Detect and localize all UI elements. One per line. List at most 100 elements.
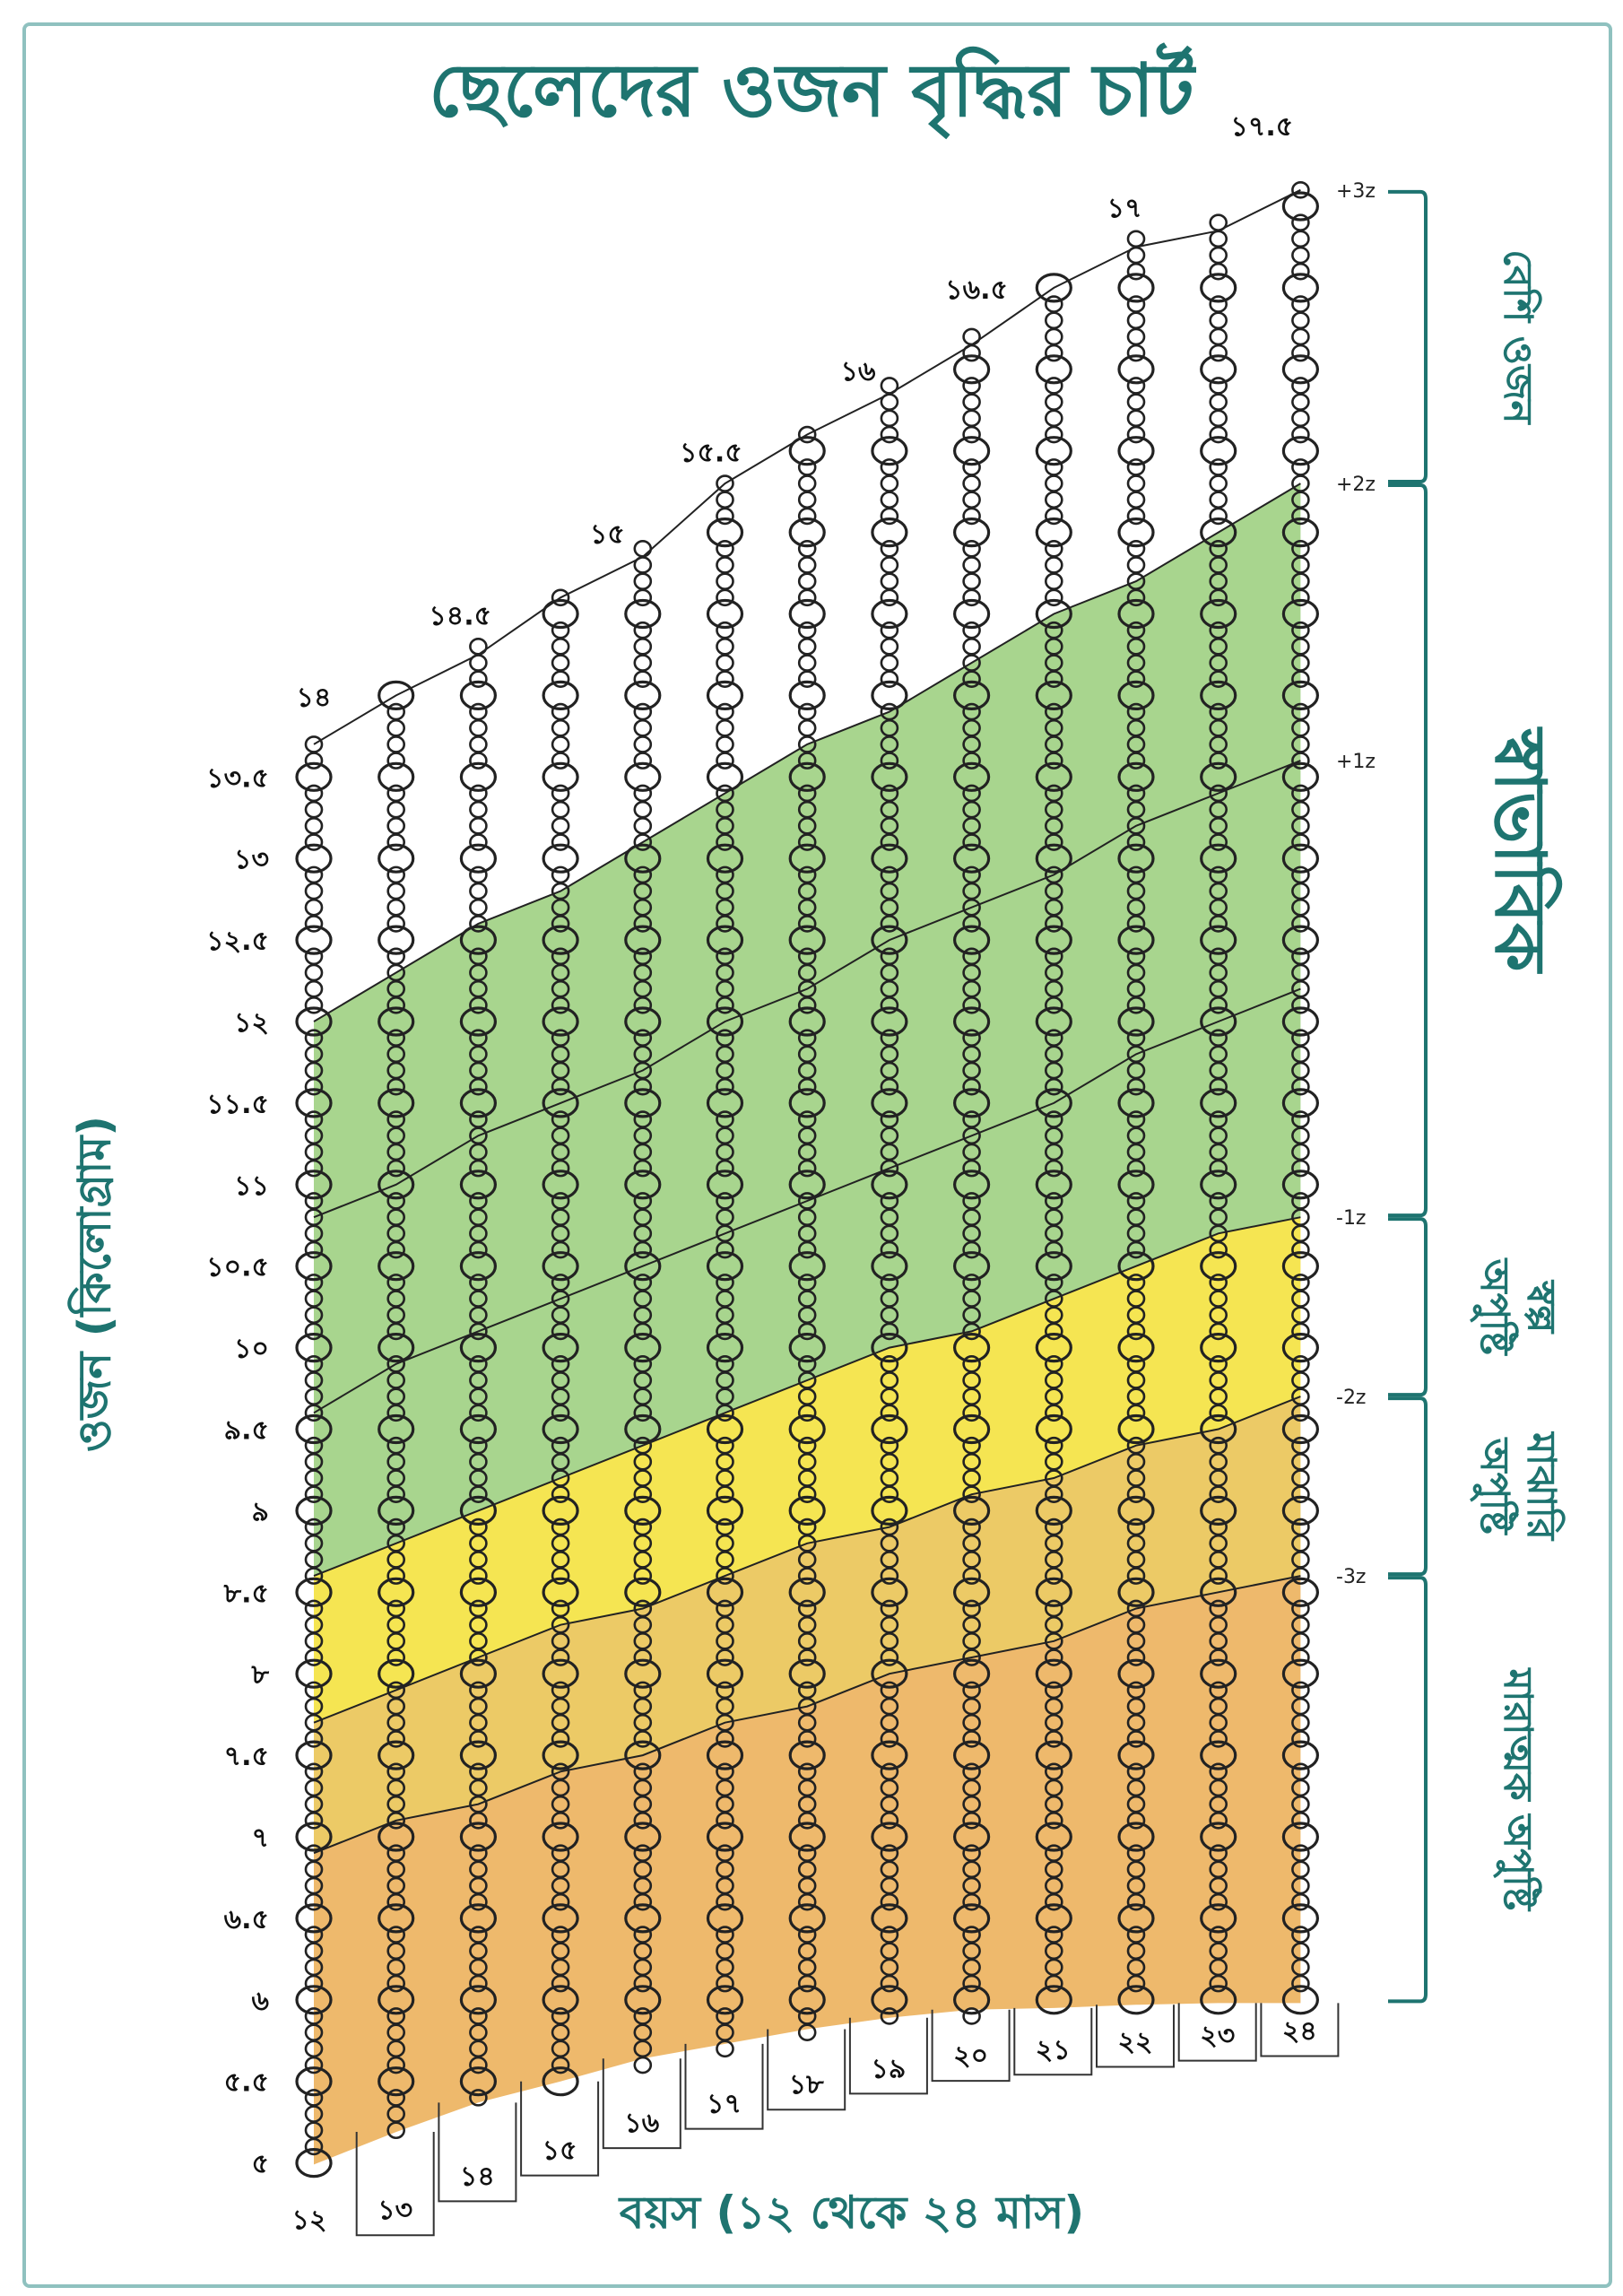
bead-minor xyxy=(304,1436,324,1455)
bead-minor xyxy=(1045,1518,1063,1536)
bead-major xyxy=(542,1822,579,1852)
bead-major xyxy=(706,680,744,711)
y-tick-label: ১১ xyxy=(234,1170,269,1202)
bead-major xyxy=(378,2066,415,2097)
bead-minor xyxy=(880,784,899,803)
band-label: মাঝারি xyxy=(1518,1431,1566,1542)
bead-column-22 xyxy=(1117,230,1155,2015)
bead-minor xyxy=(551,670,570,689)
bead-minor xyxy=(304,752,324,770)
bead-minor xyxy=(962,588,981,607)
bead-major xyxy=(871,925,908,955)
bead-major xyxy=(1117,1822,1155,1852)
y-tick-label: ৯ xyxy=(252,1496,269,1527)
bead-minor xyxy=(1126,409,1146,428)
bead-minor xyxy=(469,947,488,966)
bead-minor xyxy=(880,621,899,639)
bead-minor xyxy=(304,915,324,933)
bead-major xyxy=(1117,1985,1155,2015)
bead-minor xyxy=(716,718,734,737)
bead-major xyxy=(871,1658,908,1689)
bead-minor xyxy=(1045,556,1063,574)
bead-minor xyxy=(880,1274,899,1292)
bead-minor xyxy=(962,491,981,509)
bead-minor xyxy=(1126,1274,1146,1292)
bead-minor xyxy=(962,556,981,574)
x-tick-label: ২১ xyxy=(1036,2034,1071,2066)
bead-minor xyxy=(1291,1926,1310,1944)
bead-minor xyxy=(962,507,981,526)
bead-major xyxy=(952,1822,991,1852)
bead-major xyxy=(1117,598,1155,630)
bead-minor xyxy=(962,1844,981,1862)
bead-minor xyxy=(386,1518,406,1536)
bead-minor xyxy=(1209,262,1228,281)
bead-minor xyxy=(304,735,324,753)
bead-minor xyxy=(469,882,488,900)
bead-minor xyxy=(880,2007,899,2025)
bead-minor xyxy=(1045,409,1063,428)
bead-major xyxy=(459,1088,498,1118)
bead-minor xyxy=(304,996,324,1014)
bead-major xyxy=(459,843,498,874)
bead-minor xyxy=(880,491,899,509)
bead-major xyxy=(1281,1251,1320,1282)
bead-minor xyxy=(1291,230,1310,248)
bead-minor xyxy=(880,474,899,492)
bead-major xyxy=(1200,1577,1237,1607)
bead-minor xyxy=(551,1518,570,1536)
bead-major xyxy=(378,1577,415,1607)
bead-major xyxy=(624,761,662,792)
bead-major xyxy=(871,1088,908,1118)
bead-minor xyxy=(1291,1681,1310,1700)
bead-major xyxy=(1117,1413,1155,1445)
bead-major xyxy=(624,680,662,711)
bead-major xyxy=(788,843,826,874)
bead-minor xyxy=(716,621,734,639)
bead-minor xyxy=(469,1518,488,1536)
bead-major xyxy=(1281,1088,1320,1118)
bead-major xyxy=(871,1170,908,1200)
bead-major xyxy=(542,1740,579,1770)
bead-minor xyxy=(1045,393,1063,411)
bead-minor xyxy=(1045,1354,1063,1373)
bead-major xyxy=(1200,1495,1237,1526)
bead-minor xyxy=(304,882,324,900)
bead-major xyxy=(952,1658,991,1689)
bead-minor xyxy=(386,1436,406,1455)
bead-minor xyxy=(716,670,734,689)
bead-minor xyxy=(551,865,570,884)
bead-minor xyxy=(551,947,570,966)
bead-minor xyxy=(304,898,324,917)
bead-minor xyxy=(1209,1274,1228,1292)
bead-minor xyxy=(304,1354,324,1373)
bead-minor xyxy=(1126,865,1146,884)
bead-major xyxy=(1200,273,1237,303)
x-tick-box xyxy=(1096,2005,1175,2068)
bead-major xyxy=(1117,1495,1155,1526)
bead-major xyxy=(624,1740,662,1770)
bead-minor xyxy=(797,588,817,607)
x-tick-label: ১৫ xyxy=(542,2135,577,2167)
bead-minor xyxy=(880,702,899,721)
bead-major xyxy=(1281,191,1320,222)
bead-minor xyxy=(716,654,734,672)
bead-minor xyxy=(633,621,653,639)
bead-minor xyxy=(551,833,570,851)
x-tick-box xyxy=(1260,2003,1340,2057)
bead-minor xyxy=(304,1518,324,1536)
bead-major xyxy=(1281,1822,1320,1852)
bead-minor xyxy=(1291,311,1310,330)
bead-minor xyxy=(386,833,406,851)
bead-minor xyxy=(880,458,899,476)
bead-major xyxy=(1117,680,1155,711)
bead-major xyxy=(378,1170,415,1200)
bracket xyxy=(1388,1576,1428,2004)
bead-minor xyxy=(386,784,406,803)
bead-major xyxy=(1281,273,1320,303)
bead-minor xyxy=(962,409,981,428)
bead-minor xyxy=(1045,702,1063,721)
bead-major xyxy=(788,1332,826,1363)
bead-major xyxy=(1035,1495,1072,1526)
bead-major xyxy=(378,1985,415,2015)
